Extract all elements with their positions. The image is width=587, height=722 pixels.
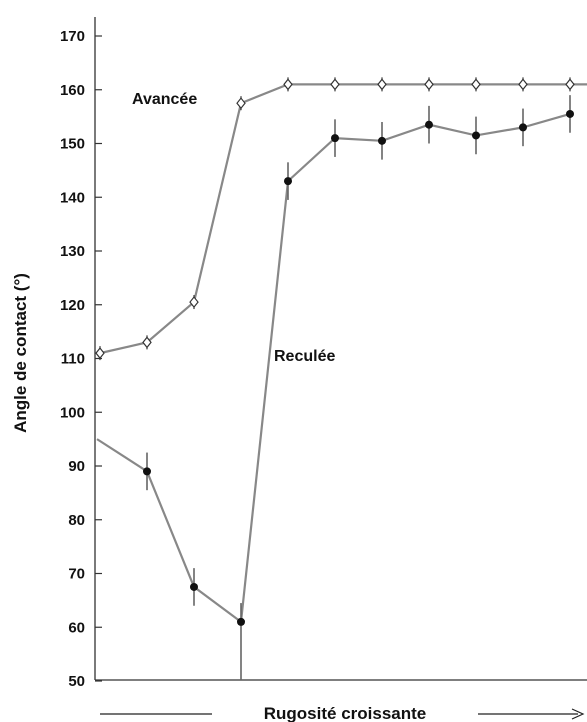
- y-tick-label: 70: [68, 566, 85, 583]
- series-line-avancee: [99, 83, 587, 355]
- avancee-point: [283, 78, 293, 91]
- y-tick-label: 60: [68, 619, 85, 636]
- avancee-point: [189, 296, 199, 309]
- avancee-point: [236, 97, 246, 110]
- series-label-reculee: Reculée: [274, 348, 335, 365]
- x-axis-title: Rugosité croissante: [264, 704, 427, 722]
- reculee-point: [472, 131, 480, 140]
- avancee-point: [471, 78, 481, 91]
- reculee-point: [566, 109, 574, 118]
- avancee-point: [424, 78, 434, 91]
- y-tick-label: 110: [61, 351, 85, 368]
- series-label-avancee: Avancée: [132, 91, 197, 108]
- y-tick-label: 130: [60, 243, 85, 260]
- x-axis-arrowhead: [571, 708, 585, 720]
- reculee-point: [425, 120, 433, 129]
- y-tick-label: 90: [68, 458, 85, 475]
- y-axis-ticks: 50 60 70 80 90 100 110 120 130 140 150 160 170: [60, 28, 102, 690]
- reculee-point: [143, 467, 151, 476]
- y-tick-label: 80: [68, 512, 85, 529]
- y-tick-label: 100: [60, 404, 85, 421]
- y-axis-title: Angle de contact (°): [11, 273, 30, 433]
- reculee-point: [331, 134, 339, 143]
- y-tick-label: 120: [60, 297, 85, 314]
- y-tick-label: 160: [60, 82, 85, 99]
- reculee-point: [237, 617, 245, 626]
- series-line-reculee: [96, 112, 571, 624]
- reculee-point: [378, 136, 386, 145]
- reculee-point: [190, 582, 198, 591]
- avancee-point: [377, 78, 387, 91]
- avancee-point: [565, 78, 575, 91]
- avancee-point: [142, 336, 152, 349]
- axes: [94, 17, 587, 681]
- reculee-point: [519, 123, 527, 132]
- series-layer: [95, 77, 587, 680]
- y-tick-label: 170: [60, 28, 85, 45]
- avancee-point: [518, 78, 528, 91]
- avancee-point: [330, 78, 340, 91]
- avancee-point: [95, 347, 105, 360]
- y-tick-label: 140: [60, 189, 85, 206]
- y-tick-label: 50: [68, 673, 85, 690]
- reculee-point: [284, 177, 292, 186]
- y-tick-label: 150: [60, 136, 85, 153]
